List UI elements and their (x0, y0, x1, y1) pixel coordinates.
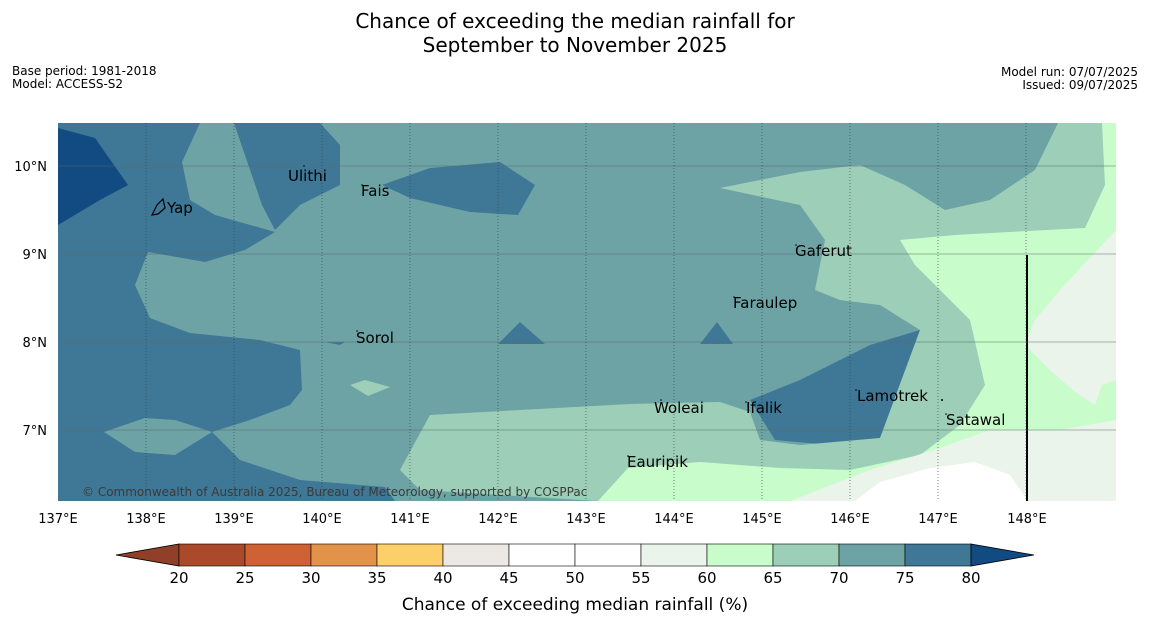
lon-tick-148e: 148°E (1007, 512, 1047, 527)
lon-tick-144e: 144°E (654, 512, 694, 527)
colorbar-segment-75-80 (904, 543, 972, 567)
contour-80-plus (58, 128, 128, 225)
place-eauripik: Eauripik (627, 453, 688, 471)
colorbar-segment-45-50 (508, 543, 576, 567)
map-title: Chance of exceeding the median rainfall … (0, 9, 1150, 57)
colorbar-segments (178, 543, 972, 567)
contour-45-55 (855, 462, 1028, 501)
place-faraulep: Faraulep (733, 294, 797, 312)
place-gaferut: Gaferut (795, 242, 852, 260)
lon-tick-137e: 137°E (38, 512, 78, 527)
title-line-1: Chance of exceeding the median rainfall … (355, 9, 795, 33)
base-period: Base period: 1981-2018 (12, 64, 157, 78)
colorbar-tick-20: 20 (169, 569, 188, 587)
contour-map (58, 123, 1116, 501)
lat-tick-7n: 7°N (23, 424, 48, 439)
lat-tick-labels: 10°N 9°N 8°N 7°N (14, 160, 47, 439)
colorbar-segment-60-65 (706, 543, 774, 567)
contour-75-80-east (750, 330, 922, 445)
place-ulithi: Ulithi (288, 167, 327, 185)
colorbar-segment-40-45 (442, 543, 510, 567)
place-labels: Ulithi Fais Yap Gaferut Faraulep Sorol W… (166, 167, 1005, 471)
lon-tick-146e: 146°E (830, 512, 870, 527)
lat-lines (58, 165, 1116, 431)
colorbar-tick-35: 35 (367, 569, 386, 587)
colorbar-tick-80: 80 (961, 569, 980, 587)
contour-75-80-spot-1 (498, 322, 545, 344)
place-markers (303, 165, 947, 457)
lon-tick-142e: 142°E (478, 512, 518, 527)
issued-date: Issued: 09/07/2025 (1022, 78, 1138, 92)
lon-tick-143e: 143°E (566, 512, 606, 527)
colorbar-tick-30: 30 (301, 569, 320, 587)
lon-tick-147e: 147°E (918, 512, 958, 527)
contour-75-80-north (234, 123, 340, 230)
colorbar-ticks: 20 25 30 35 40 45 50 55 60 65 70 75 80 (169, 569, 980, 587)
contour-55-60 (790, 230, 1116, 501)
colorbar-segment-55-60 (640, 543, 708, 567)
contour-75-80-fais (382, 162, 535, 215)
lon-tick-labels: 137°E 138°E 139°E 140°E 141°E 142°E 143°… (38, 512, 1047, 527)
lon-tick-139e: 139°E (214, 512, 254, 527)
lon-tick-140e: 140°E (302, 512, 342, 527)
grid (145, 123, 1027, 501)
contour-75-80-spot-3 (325, 342, 345, 345)
meta-left: Base period: 1981-2018 Model: ACCESS-S2 (12, 65, 157, 91)
colorbar-tick-70: 70 (829, 569, 848, 587)
lat-tick-10n: 10°N (14, 160, 47, 175)
model-name: Model: ACCESS-S2 (12, 77, 124, 91)
place-sorol: Sorol (356, 329, 394, 347)
contour-75-80-spot-2 (700, 322, 733, 344)
colorbar-segment-35-40 (376, 543, 444, 567)
place-yap: Yap (166, 199, 193, 217)
colorbar-tick-25: 25 (235, 569, 254, 587)
colorbar-tick-55: 55 (631, 569, 650, 587)
colorbar-tick-65: 65 (763, 569, 782, 587)
lat-tick-9n: 9°N (23, 248, 48, 263)
colorbar-segment-30-35 (310, 543, 378, 567)
contour-75-80-west (58, 123, 395, 501)
lon-tick-141e: 141°E (390, 512, 430, 527)
colorbar: 20 25 30 35 40 45 50 55 60 65 70 75 80 C… (115, 543, 1035, 615)
place-satawal: Satawal (946, 411, 1005, 429)
colorbar-tick-60: 60 (697, 569, 716, 587)
colorbar-segment-50-55 (574, 543, 642, 567)
lon-tick-145e: 145°E (742, 512, 782, 527)
place-lamotrek: Lamotrek (857, 387, 928, 405)
contour-60-65 (598, 123, 1116, 501)
lon-tick-138e: 138°E (126, 512, 166, 527)
contour-65-70-spot (350, 380, 390, 396)
colorbar-segment-20-25 (178, 543, 246, 567)
contour-65-70 (400, 123, 1116, 501)
place-fais: Fais (361, 182, 390, 200)
colorbar-tick-45: 45 (499, 569, 518, 587)
colorbar-low-extend (115, 543, 180, 567)
colorbar-segment-70-75 (838, 543, 906, 567)
colorbar-segment-65-70 (772, 543, 840, 567)
lat-tick-8n: 8°N (23, 336, 48, 351)
colorbar-tick-50: 50 (565, 569, 584, 587)
colorbar-segment-25-30 (244, 543, 312, 567)
place-ifalik: Ifalik (746, 399, 782, 417)
model-run: Model run: 07/07/2025 (1000, 65, 1138, 79)
colorbar-label: Chance of exceeding median rainfall (%) (402, 595, 748, 615)
colorbar-tick-40: 40 (433, 569, 452, 587)
title-line-2: September to November 2025 (422, 33, 728, 57)
colorbar-tick-75: 75 (895, 569, 914, 587)
meta-right: Model run: 07/07/2025 Issued: 09/07/2025 (1001, 66, 1138, 92)
place-woleai: Woleai (654, 399, 704, 417)
copyright-credit: © Commonwealth of Australia 2025, Bureau… (82, 485, 587, 499)
colorbar-high-extend (970, 543, 1035, 567)
